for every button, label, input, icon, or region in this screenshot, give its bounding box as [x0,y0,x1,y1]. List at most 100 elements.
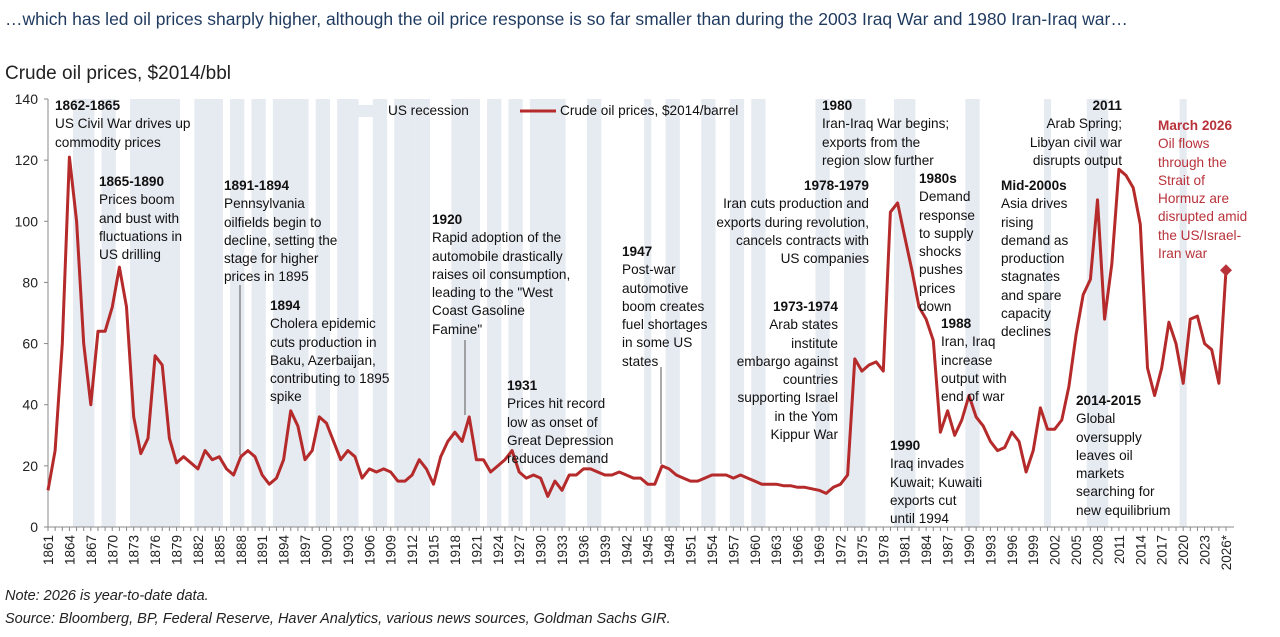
recession-bar [230,99,245,527]
recession-bar [965,99,980,527]
annotation-1973-1974: 1973-1974 Arab states institute embargo a… [737,298,838,444]
annotation-text: Prices boom and bust with fluctuations i… [99,192,183,263]
x-tick-label: 1912 [405,535,420,565]
headline: …which has led oil prices sharply higher… [5,9,1128,29]
annotation-1920: 1920 Rapid adoption of the automobile dra… [432,211,570,339]
annotation-text: Post-war automotive boom creates fuel sh… [622,262,708,369]
recession-bar [372,99,388,527]
x-tick-label: 2008 [1090,535,1105,565]
x-tick-label: 1894 [277,535,292,566]
annotation-2011: 2011 Arab Spring; Libyan civil war disrup… [1030,97,1122,170]
recession-bar [272,99,288,527]
x-tick-label: 1984 [919,535,934,566]
x-tick-label: 2017 [1155,535,1170,565]
annotation-title: 1980s [919,171,957,186]
recession-bar [487,99,502,527]
x-tick-label: 2023 [1198,535,1213,565]
x-tick-label: 1996 [1005,535,1020,565]
annotation-text: Demand response to supply shocks pushes … [919,189,975,315]
y-tick-label: 140 [15,91,39,107]
x-tick-label: 2020 [1176,535,1191,565]
recession-bar [394,99,416,527]
annotation-1980s: 1980s Demand response to supply shocks pu… [919,170,975,316]
x-tick-label: 1972 [833,535,848,565]
annotation-text: Iraq invades Kuwait; Kuwaiti exports cut… [890,456,983,527]
recession-bar [844,99,866,527]
x-tick-label: 1879 [170,535,185,565]
x-tick-label: 1915 [427,535,442,565]
annotation-1990: 1990 Iraq invades Kuwait; Kuwaiti exports… [890,437,982,528]
annotation-march-2026: March 2026 Oil flows through the Strait o… [1158,117,1247,263]
oil-price-line [46,155,1228,498]
x-tick-label: 1891 [255,535,270,565]
annotation-title: 1865-1890 [99,174,165,189]
y-tick-label: 120 [15,152,39,168]
x-tick-label: 1909 [384,535,399,565]
x-tick-label: 1921 [469,535,484,565]
x-tick-label: 1936 [576,535,591,565]
annotation-title: 1947 [622,244,653,259]
chart-source: Source: Bloomberg, BP, Federal Reserve, … [5,611,671,627]
annotation-title: 2011 [1092,98,1123,113]
x-tick-label: 1942 [619,535,634,565]
x-tick-label: 1903 [341,535,356,565]
recession-bar [1179,99,1187,527]
x-tick-label: 1885 [212,535,227,565]
annotation-1931: 1931 Prices hit record low as onset of Gr… [507,377,614,468]
x-tick-label: 1975 [855,535,870,565]
recession-bar [251,99,266,527]
y-tick-label: 20 [22,458,38,474]
annotation-text: Iran cuts production and exports during … [716,196,869,267]
recession-bar [287,99,309,527]
recession-bar [815,99,830,527]
x-tick-label: 2026* [1219,534,1234,570]
annotation-title: 1931 [507,378,538,393]
x-tick-label: 2005 [1069,535,1084,565]
x-tick-label: 1978 [876,535,891,565]
annotation-text: Arab states institute embargo against co… [736,317,838,443]
x-tick-label: 1918 [448,535,463,565]
legend-recession-label: US recession [388,103,469,118]
x-tick-label: 1882 [191,535,206,565]
x-tick-label: 1999 [1026,535,1041,565]
x-tick-label: 1993 [983,535,998,565]
x-tick-label: 1873 [127,535,142,565]
chart-note: Note: 2026 is year-to-date data. [5,588,209,604]
chart-subtitle: Crude oil prices, $2014/bbl [5,63,232,84]
annotation-title: 1891-1894 [224,178,290,193]
annotation-title: 1862-1865 [55,98,121,113]
y-tick-label: 0 [30,519,38,535]
annotation-text: US Civil War drives up commodity prices [55,116,191,150]
x-tick-label: 1981 [898,535,913,565]
x-tick-label: 1897 [298,535,313,565]
annotation-text: Arab Spring; Libyan civil war disrupts o… [1029,116,1122,168]
annotation-title: 1973-1974 [772,299,838,314]
x-tick-label: 1933 [555,535,570,565]
recession-bar [751,99,766,527]
annotation-2014-2015: 2014-2015 Global oversupply leaves oil ma… [1076,392,1170,520]
annotation-1978-1979: 1978-1979 Iran cuts production and export… [716,177,869,268]
x-tick-label: 2002 [1048,535,1063,565]
y-tick-label: 40 [22,397,38,413]
annotation-1862-1865: 1862-1865 US Civil War drives up commodit… [55,97,190,152]
annotation-title: 1988 [941,316,972,331]
recession-bar [451,99,466,527]
annotation-text: Cholera epidemic cuts production in Baku… [270,316,390,405]
annotation-text: Iran, Iraq increase output with end of w… [941,334,1007,405]
legend-oil-price-label: Crude oil prices, $2014/barrel [560,103,739,118]
x-tick-label: 1906 [362,535,377,565]
annotation-text: Oil flows through the Strait of Hormuz a… [1158,136,1248,262]
recession-bar [901,99,916,527]
y-tick-label: 60 [22,336,38,352]
annotation-1980: 1980 Iran-Iraq War begins; exports from t… [822,97,949,170]
x-tick-label: 1870 [105,535,120,565]
annotation-title: 1894 [270,298,301,313]
recession-bar [644,99,652,527]
recession-bar [665,99,680,527]
recession-bar [894,99,902,527]
annotation-text: Iran-Iraq War begins; exports from the r… [822,116,950,168]
x-tick-label: 1966 [791,535,806,565]
x-tick-label: 1954 [705,535,720,566]
